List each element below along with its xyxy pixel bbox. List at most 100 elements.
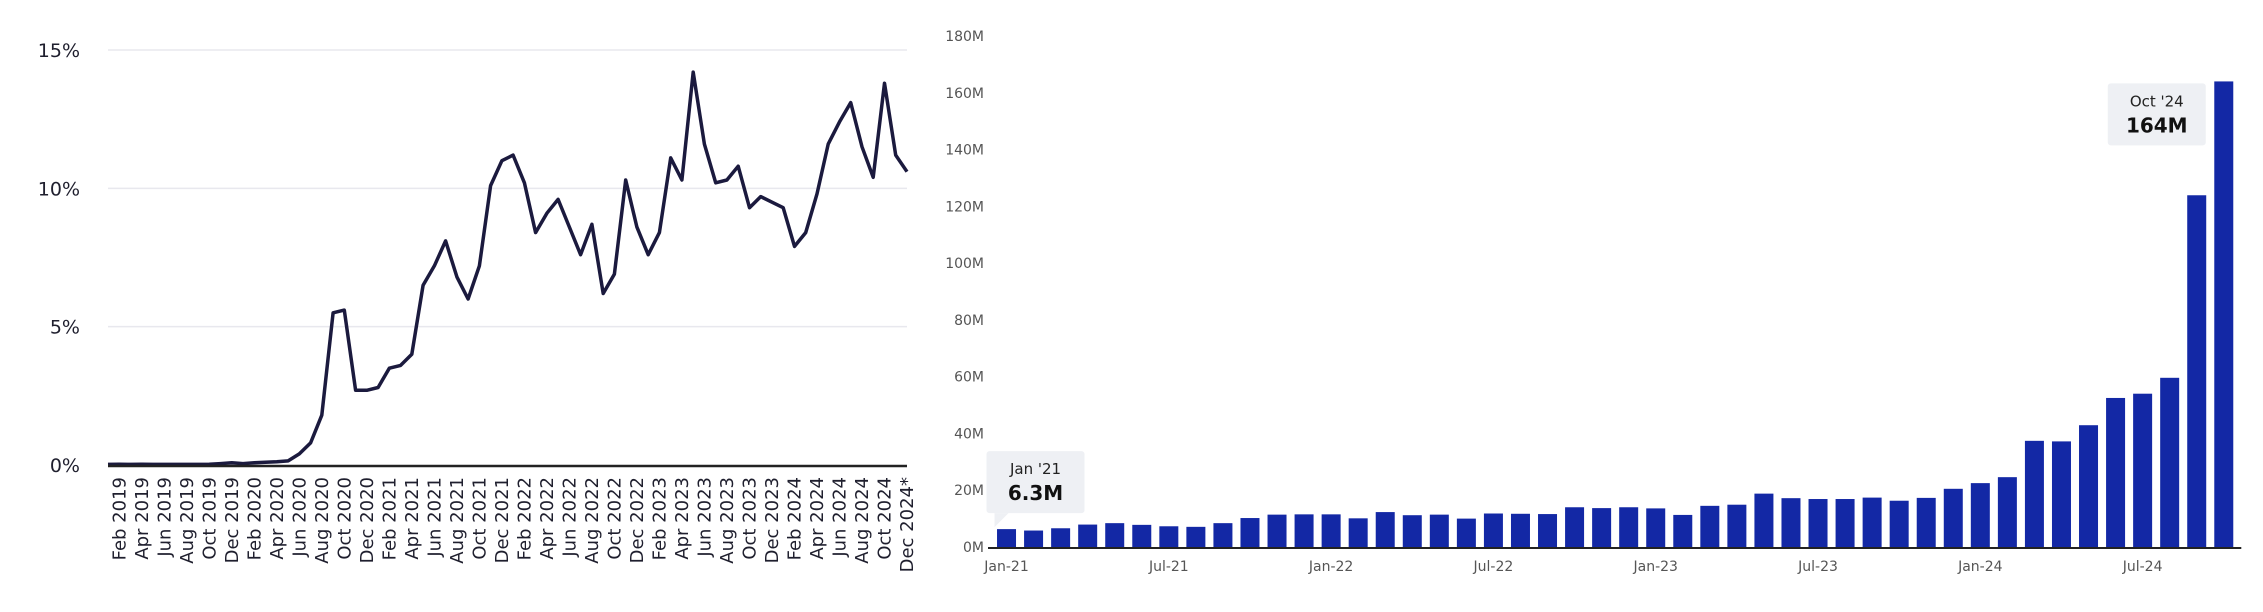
bar <box>1781 498 1801 547</box>
x-tick-label: Apr 2024 <box>807 477 828 560</box>
x-axis-tick-labels: Feb 2019 Apr 2019 Jun 2019 Aug 2019 Oct 2019… <box>109 477 918 572</box>
bar <box>1835 499 1855 547</box>
bar <box>1565 507 1585 547</box>
x-tick-label: Dec 2019 <box>222 477 243 563</box>
x-tick-label: Oct 2023 <box>739 477 760 560</box>
x-tick-label: Jul-23 <box>1797 559 1838 575</box>
x-tick-label: Jun 2024 <box>829 477 850 558</box>
x-tick-label: Jun 2021 <box>424 477 445 558</box>
x-axis-tick-labels: Jan-21 Jul-21 Jan-22 Jul-22 Jan-23 Jul-23 Jan-… <box>983 559 2162 575</box>
y-tick-label: 0% <box>50 455 80 477</box>
x-tick-label: Feb 2020 <box>244 477 265 560</box>
y-axis-tick-labels: 0% 5% 10% 15% <box>38 40 80 477</box>
x-tick-label: Aug 2021 <box>447 477 468 564</box>
bar <box>1700 505 1720 547</box>
bar <box>1754 493 1774 547</box>
bar <box>2079 425 2099 547</box>
y-tick-label: 40M <box>954 426 984 442</box>
bar <box>2133 393 2153 547</box>
bar <box>2160 377 2180 547</box>
x-tick-label: Oct 2020 <box>334 477 355 560</box>
x-tick-label: Apr 2022 <box>537 477 558 560</box>
bar <box>2051 441 2071 547</box>
bar <box>1538 514 1558 547</box>
x-tick-label: Oct 2022 <box>604 477 625 560</box>
bar <box>1267 514 1287 547</box>
x-tick-label: Feb 2019 <box>109 477 130 560</box>
x-tick-label: Jul-22 <box>1473 559 1514 575</box>
bar <box>1889 500 1909 547</box>
series-line <box>107 70 909 467</box>
bar <box>1456 518 1476 547</box>
callout-title: Oct '24 <box>2130 92 2184 110</box>
callout-box <box>986 451 1085 514</box>
bar <box>1240 518 1260 547</box>
bar <box>1970 483 1990 547</box>
callout-box <box>2107 83 2206 146</box>
x-tick-label: Jun 2019 <box>154 477 175 558</box>
x-tick-label: Oct 2019 <box>199 477 220 560</box>
bar <box>1294 514 1314 547</box>
x-tick-label: Jan-22 <box>1308 559 1353 575</box>
x-tick-label: Feb 2021 <box>379 477 400 560</box>
y-tick-label: 80M <box>954 313 984 329</box>
bar <box>2106 397 2126 547</box>
bar <box>2024 440 2044 547</box>
bar <box>1943 488 1963 547</box>
x-tick-label: Oct 2021 <box>469 477 490 560</box>
x-tick-label: Jun 2020 <box>289 477 310 558</box>
bar <box>2187 195 2207 548</box>
bar <box>1429 514 1449 547</box>
x-tick-label: Aug 2022 <box>582 477 603 564</box>
x-tick-label: Dec 2024* <box>897 477 918 572</box>
y-axis-tick-labels: 0M 20M 40M 60M 80M 100M 120M 140M 160M 180M <box>945 29 984 556</box>
y-tick-label: 15% <box>38 40 80 62</box>
line-chart: 0% 5% 10% 15% Feb 2019 Apr 2019 Jun 2019 Aug 2… <box>38 40 918 572</box>
bar <box>1348 518 1368 547</box>
x-tick-label: Jan-23 <box>1632 559 1677 575</box>
callout-value: 6.3M <box>1008 481 1063 505</box>
bar <box>1916 497 1936 547</box>
x-tick-label: Aug 2020 <box>312 477 333 564</box>
bar <box>1105 523 1125 547</box>
bar <box>1510 513 1530 547</box>
bar <box>1132 524 1152 547</box>
bar <box>1024 530 1044 547</box>
bar <box>1646 508 1666 547</box>
bar <box>1997 477 2017 547</box>
bar <box>1808 499 1828 547</box>
x-tick-label: Aug 2019 <box>177 477 198 564</box>
x-tick-label: Aug 2023 <box>717 477 738 564</box>
y-tick-label: 10% <box>38 178 80 200</box>
bar <box>1402 515 1422 547</box>
x-tick-label: Apr 2020 <box>267 477 288 560</box>
x-tick-label: Apr 2023 <box>672 477 693 560</box>
x-tick-label: Dec 2020 <box>357 477 378 563</box>
bar <box>1213 523 1233 547</box>
bar <box>1375 512 1395 547</box>
bar <box>1051 528 1071 547</box>
x-tick-label: Dec 2023 <box>762 477 783 563</box>
y-tick-label: 120M <box>945 199 984 215</box>
bar <box>1186 526 1206 547</box>
bar <box>1159 526 1179 547</box>
x-tick-label: Aug 2024 <box>852 477 873 564</box>
bar <box>2214 81 2234 547</box>
callout-value: 164M <box>2126 113 2188 137</box>
y-tick-label: 0M <box>963 540 984 556</box>
x-tick-label: Feb 2022 <box>514 477 535 560</box>
bar <box>1483 513 1503 547</box>
bar-chart: 0M 20M 40M 60M 80M 100M 120M 140M 160M 180M Jan-2… <box>945 29 2242 575</box>
y-tick-label: 160M <box>945 86 984 102</box>
bar <box>1321 514 1341 547</box>
x-tick-label: Jul-24 <box>2122 559 2163 575</box>
bar <box>1078 524 1098 547</box>
y-tick-label: 100M <box>945 256 984 272</box>
callouts: Jan '21 6.3M Oct '24 164M <box>986 83 2206 528</box>
bar <box>1727 504 1747 547</box>
bar <box>997 529 1017 547</box>
y-tick-label: 5% <box>50 317 80 339</box>
bar <box>1862 497 1882 547</box>
y-tick-label: 140M <box>945 143 984 159</box>
x-tick-label: Feb 2023 <box>649 477 670 560</box>
